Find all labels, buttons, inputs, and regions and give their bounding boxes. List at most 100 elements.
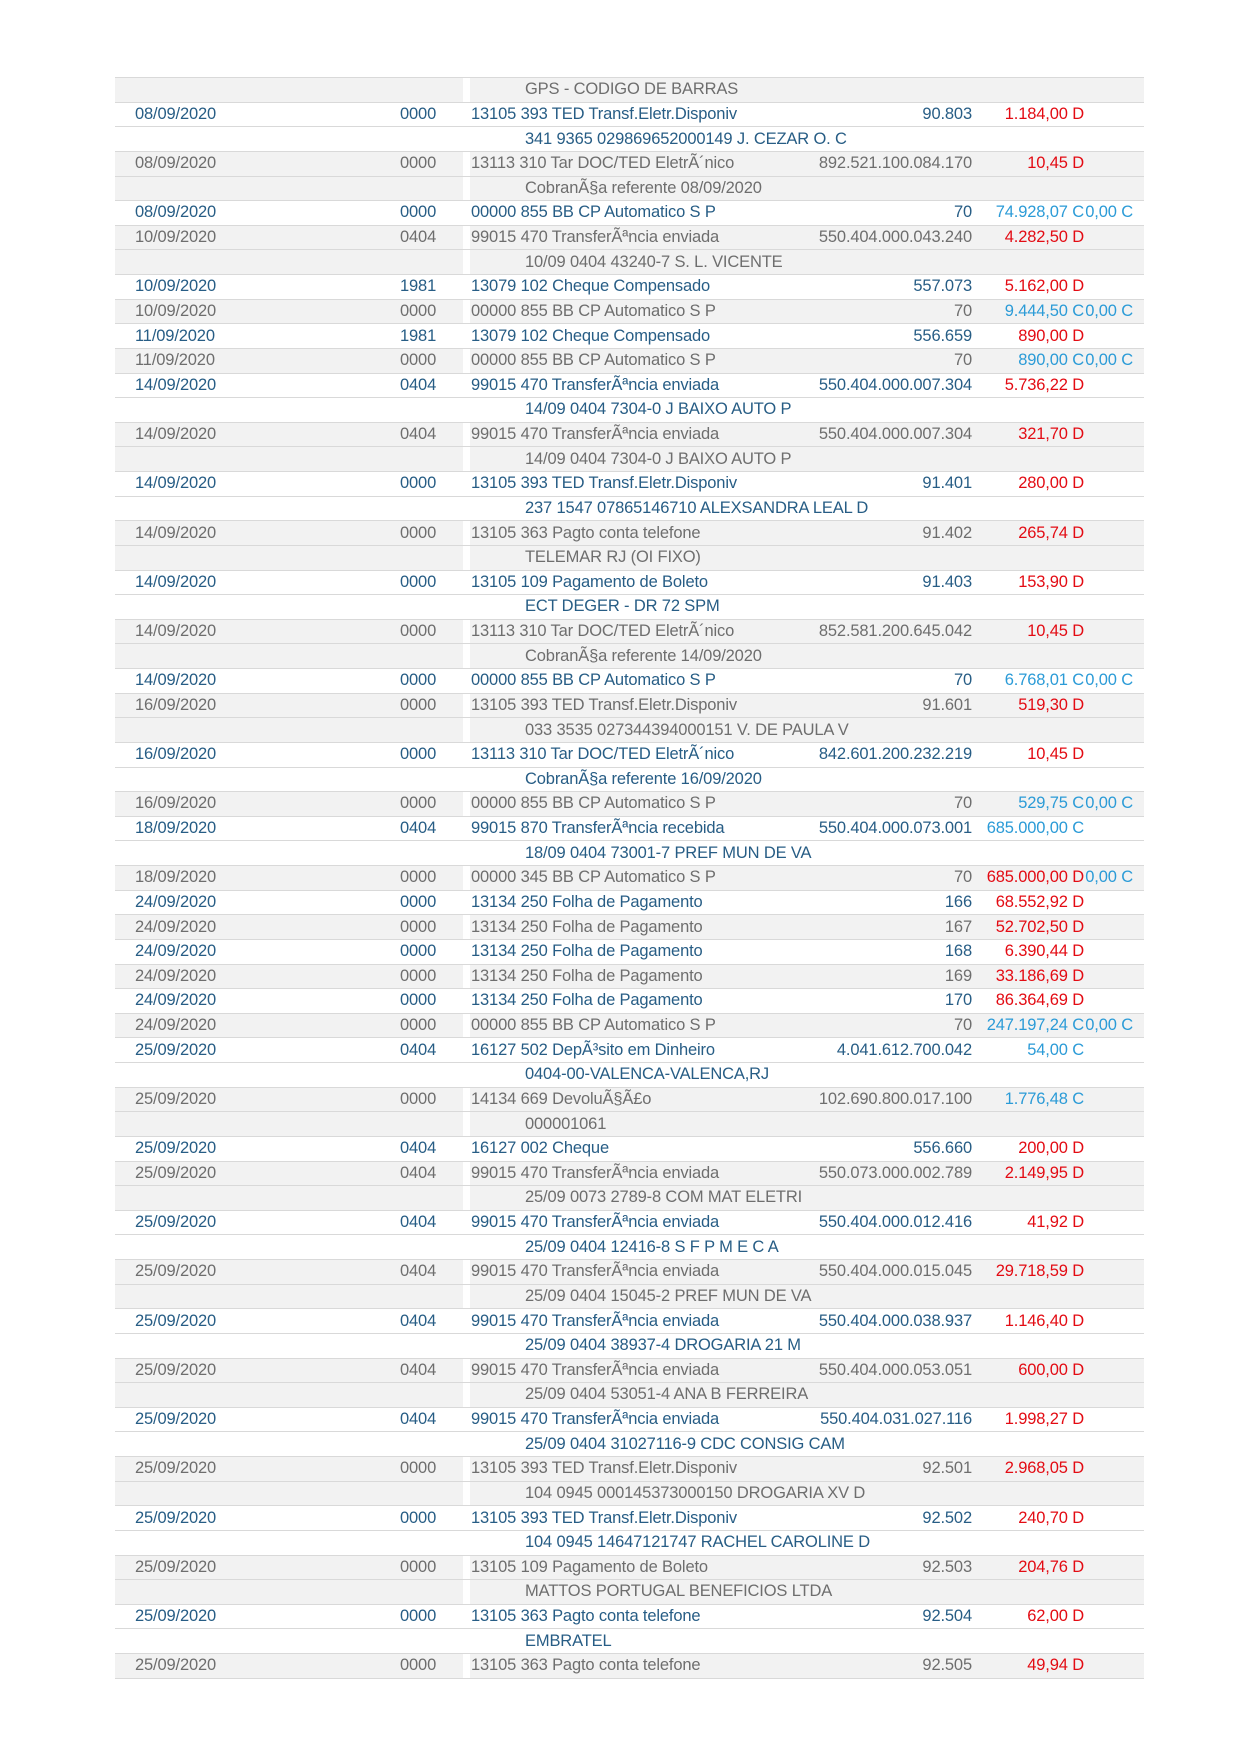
transaction-date: 14/09/2020 bbox=[135, 425, 217, 444]
column-gap bbox=[463, 1457, 470, 1481]
column-gap bbox=[463, 1284, 470, 1309]
transaction-amount: 1.184,00 D bbox=[1004, 104, 1084, 123]
column-gap bbox=[463, 447, 470, 471]
column-gap bbox=[463, 102, 470, 127]
transaction-description: 14134 669 DevoluÃ§Ã£o bbox=[471, 1089, 652, 1108]
transaction-description: 00000 855 BB CP Automatico S P bbox=[471, 794, 716, 813]
transaction-amount: 890,00 C bbox=[1018, 351, 1084, 370]
transaction-description: 16127 502 DepÃ³sito em Dinheiro bbox=[471, 1040, 715, 1059]
column-gap bbox=[463, 250, 470, 274]
transaction-detail-row: CobranÃ§a referente 16/09/2020 bbox=[115, 767, 1144, 793]
branch-code: 0000 bbox=[400, 622, 437, 641]
transaction-description: 99015 470 TransferÃªncia enviada bbox=[471, 1410, 720, 1429]
column-gap bbox=[463, 841, 470, 865]
transaction-description: 00000 855 BB CP Automatico S P bbox=[471, 1016, 716, 1035]
transaction-description: 99015 470 TransferÃªncia enviada bbox=[471, 425, 720, 444]
transaction-date: 14/09/2020 bbox=[135, 572, 217, 591]
column-gap bbox=[463, 1161, 470, 1186]
transaction-detail-text: 14/09 0404 7304-0 J BAIXO AUTO P bbox=[525, 400, 792, 419]
transaction-detail-text: CobranÃ§a referente 16/09/2020 bbox=[525, 769, 762, 788]
branch-code: 0404 bbox=[400, 1311, 437, 1330]
transaction-detail-row: 14/09 0404 7304-0 J BAIXO AUTO P bbox=[115, 398, 1144, 423]
column-gap bbox=[463, 718, 470, 742]
transaction-detail-row: 341 9365 029869652000149 J. CEZAR O. C bbox=[115, 127, 1144, 152]
transaction-amount: 33.186,69 D bbox=[995, 966, 1084, 985]
column-gap bbox=[463, 1210, 470, 1235]
column-gap bbox=[463, 201, 470, 225]
transaction-row: 25/09/2020 0000 14134 669 DevoluÃ§Ã£o 102.6… bbox=[115, 1087, 1144, 1113]
transaction-date: 16/09/2020 bbox=[135, 745, 217, 764]
transaction-description: 13105 363 Pagto conta telefone bbox=[471, 1656, 701, 1675]
branch-code: 0000 bbox=[400, 892, 437, 911]
column-gap bbox=[463, 890, 470, 915]
transaction-amount: 6.390,44 D bbox=[1004, 942, 1084, 961]
column-gap bbox=[463, 398, 470, 422]
transaction-date: 25/09/2020 bbox=[135, 1040, 217, 1059]
branch-code: 0000 bbox=[400, 1557, 437, 1576]
document-number: 550.404.031.027.116 bbox=[820, 1410, 972, 1429]
transaction-detail-text: 18/09 0404 73001-7 PREF MUN DE VA bbox=[525, 843, 812, 862]
transaction-date: 25/09/2020 bbox=[135, 1163, 217, 1182]
transaction-detail-row: 0404-00-VALENCA-VALENCA,RJ bbox=[115, 1063, 1144, 1088]
transaction-row: 11/09/2020 1981 13079 102 Cheque Compensad… bbox=[115, 324, 1144, 349]
document-number: 852.581.200.645.042 bbox=[818, 622, 972, 641]
transaction-description: 00000 855 BB CP Automatico S P bbox=[471, 671, 716, 690]
transaction-detail-text: 000001061 bbox=[525, 1114, 607, 1133]
transaction-amount: 204,76 D bbox=[1018, 1557, 1084, 1576]
transaction-amount: 2.968,05 D bbox=[1004, 1459, 1084, 1478]
transaction-row: 25/09/2020 0000 13105 393 TED Transf.Eletr… bbox=[115, 1457, 1144, 1482]
document-number: 70 bbox=[953, 203, 972, 222]
branch-code: 0000 bbox=[400, 1016, 437, 1035]
transaction-date: 24/09/2020 bbox=[135, 942, 217, 961]
transaction-amount: 62,00 D bbox=[1027, 1607, 1084, 1626]
branch-code: 1981 bbox=[400, 326, 437, 345]
transaction-description: 13105 393 TED Transf.Eletr.Disponiv bbox=[471, 1508, 737, 1527]
transaction-detail-text: 0404-00-VALENCA-VALENCA,RJ bbox=[525, 1065, 770, 1084]
document-number: 169 bbox=[944, 966, 972, 985]
column-gap bbox=[463, 1555, 470, 1580]
transaction-detail-row: 14/09 0404 7304-0 J BAIXO AUTO P bbox=[115, 447, 1144, 472]
transaction-row: 14/09/2020 0000 13105 363 Pagto conta tele… bbox=[115, 521, 1144, 546]
document-number: 4.041.612.700.042 bbox=[836, 1040, 972, 1059]
transaction-detail-row: MATTOS PORTUGAL BENEFICIOS LTDA bbox=[115, 1580, 1144, 1605]
transaction-row: 25/09/2020 0404 99015 470 TransferÃªncia e… bbox=[115, 1407, 1144, 1433]
transaction-detail-row: 25/09 0404 38937-4 DROGARIA 21 M bbox=[115, 1333, 1144, 1359]
transaction-date: 25/09/2020 bbox=[135, 1139, 217, 1158]
column-gap bbox=[463, 373, 470, 398]
column-gap bbox=[463, 1309, 470, 1333]
column-gap bbox=[463, 275, 470, 299]
column-gap bbox=[463, 767, 470, 792]
transaction-detail-text: ECT DEGER - DR 72 SPM bbox=[525, 597, 720, 616]
document-number: 550.404.000.053.051 bbox=[818, 1360, 972, 1379]
branch-code: 0000 bbox=[400, 1508, 437, 1527]
branch-code: 0000 bbox=[400, 745, 437, 764]
branch-code: 0000 bbox=[400, 868, 437, 887]
column-gap bbox=[463, 595, 470, 619]
transaction-row: 18/09/2020 0404 99015 870 TransferÃªncia r… bbox=[115, 816, 1144, 842]
transaction-detail-row: CobranÃ§a referente 14/09/2020 bbox=[115, 644, 1144, 669]
branch-code: 0404 bbox=[400, 1163, 437, 1182]
transaction-detail-row: GPS - CODIGO DE BARRAS bbox=[115, 78, 1144, 103]
column-gap bbox=[463, 1186, 470, 1210]
transaction-amount: 280,00 D bbox=[1018, 474, 1084, 493]
balance-amount: 0,00 C bbox=[1085, 351, 1133, 370]
transaction-row: 24/09/2020 0000 13134 250 Folha de Pagamen… bbox=[115, 989, 1144, 1014]
transaction-date: 11/09/2020 bbox=[135, 351, 215, 370]
transaction-description: 13134 250 Folha de Pagamento bbox=[471, 991, 703, 1010]
transaction-row: 25/09/2020 0404 16127 502 DepÃ³sito em Din… bbox=[115, 1038, 1144, 1063]
transaction-amount: 74.928,07 C bbox=[995, 203, 1084, 222]
transaction-amount: 1.776,48 C bbox=[1004, 1089, 1084, 1108]
transaction-description: 13113 310 Tar DOC/TED EletrÃ´nico bbox=[471, 154, 735, 173]
transaction-description: 13134 250 Folha de Pagamento bbox=[471, 966, 703, 985]
balance-amount: 0,00 C bbox=[1085, 1016, 1133, 1035]
transaction-description: 99015 470 TransferÃªncia enviada bbox=[471, 1262, 720, 1281]
balance-amount: 0,00 C bbox=[1085, 301, 1133, 320]
transaction-date: 24/09/2020 bbox=[135, 966, 217, 985]
transaction-date: 08/09/2020 bbox=[135, 104, 217, 123]
branch-code: 0000 bbox=[400, 351, 437, 370]
branch-code: 0000 bbox=[400, 695, 437, 714]
column-gap bbox=[463, 545, 470, 570]
transaction-row: 24/09/2020 0000 13134 250 Folha de Pagamen… bbox=[115, 964, 1144, 990]
transaction-description: 99015 470 TransferÃªncia enviada bbox=[471, 1311, 720, 1330]
document-number: 92.501 bbox=[922, 1459, 972, 1478]
